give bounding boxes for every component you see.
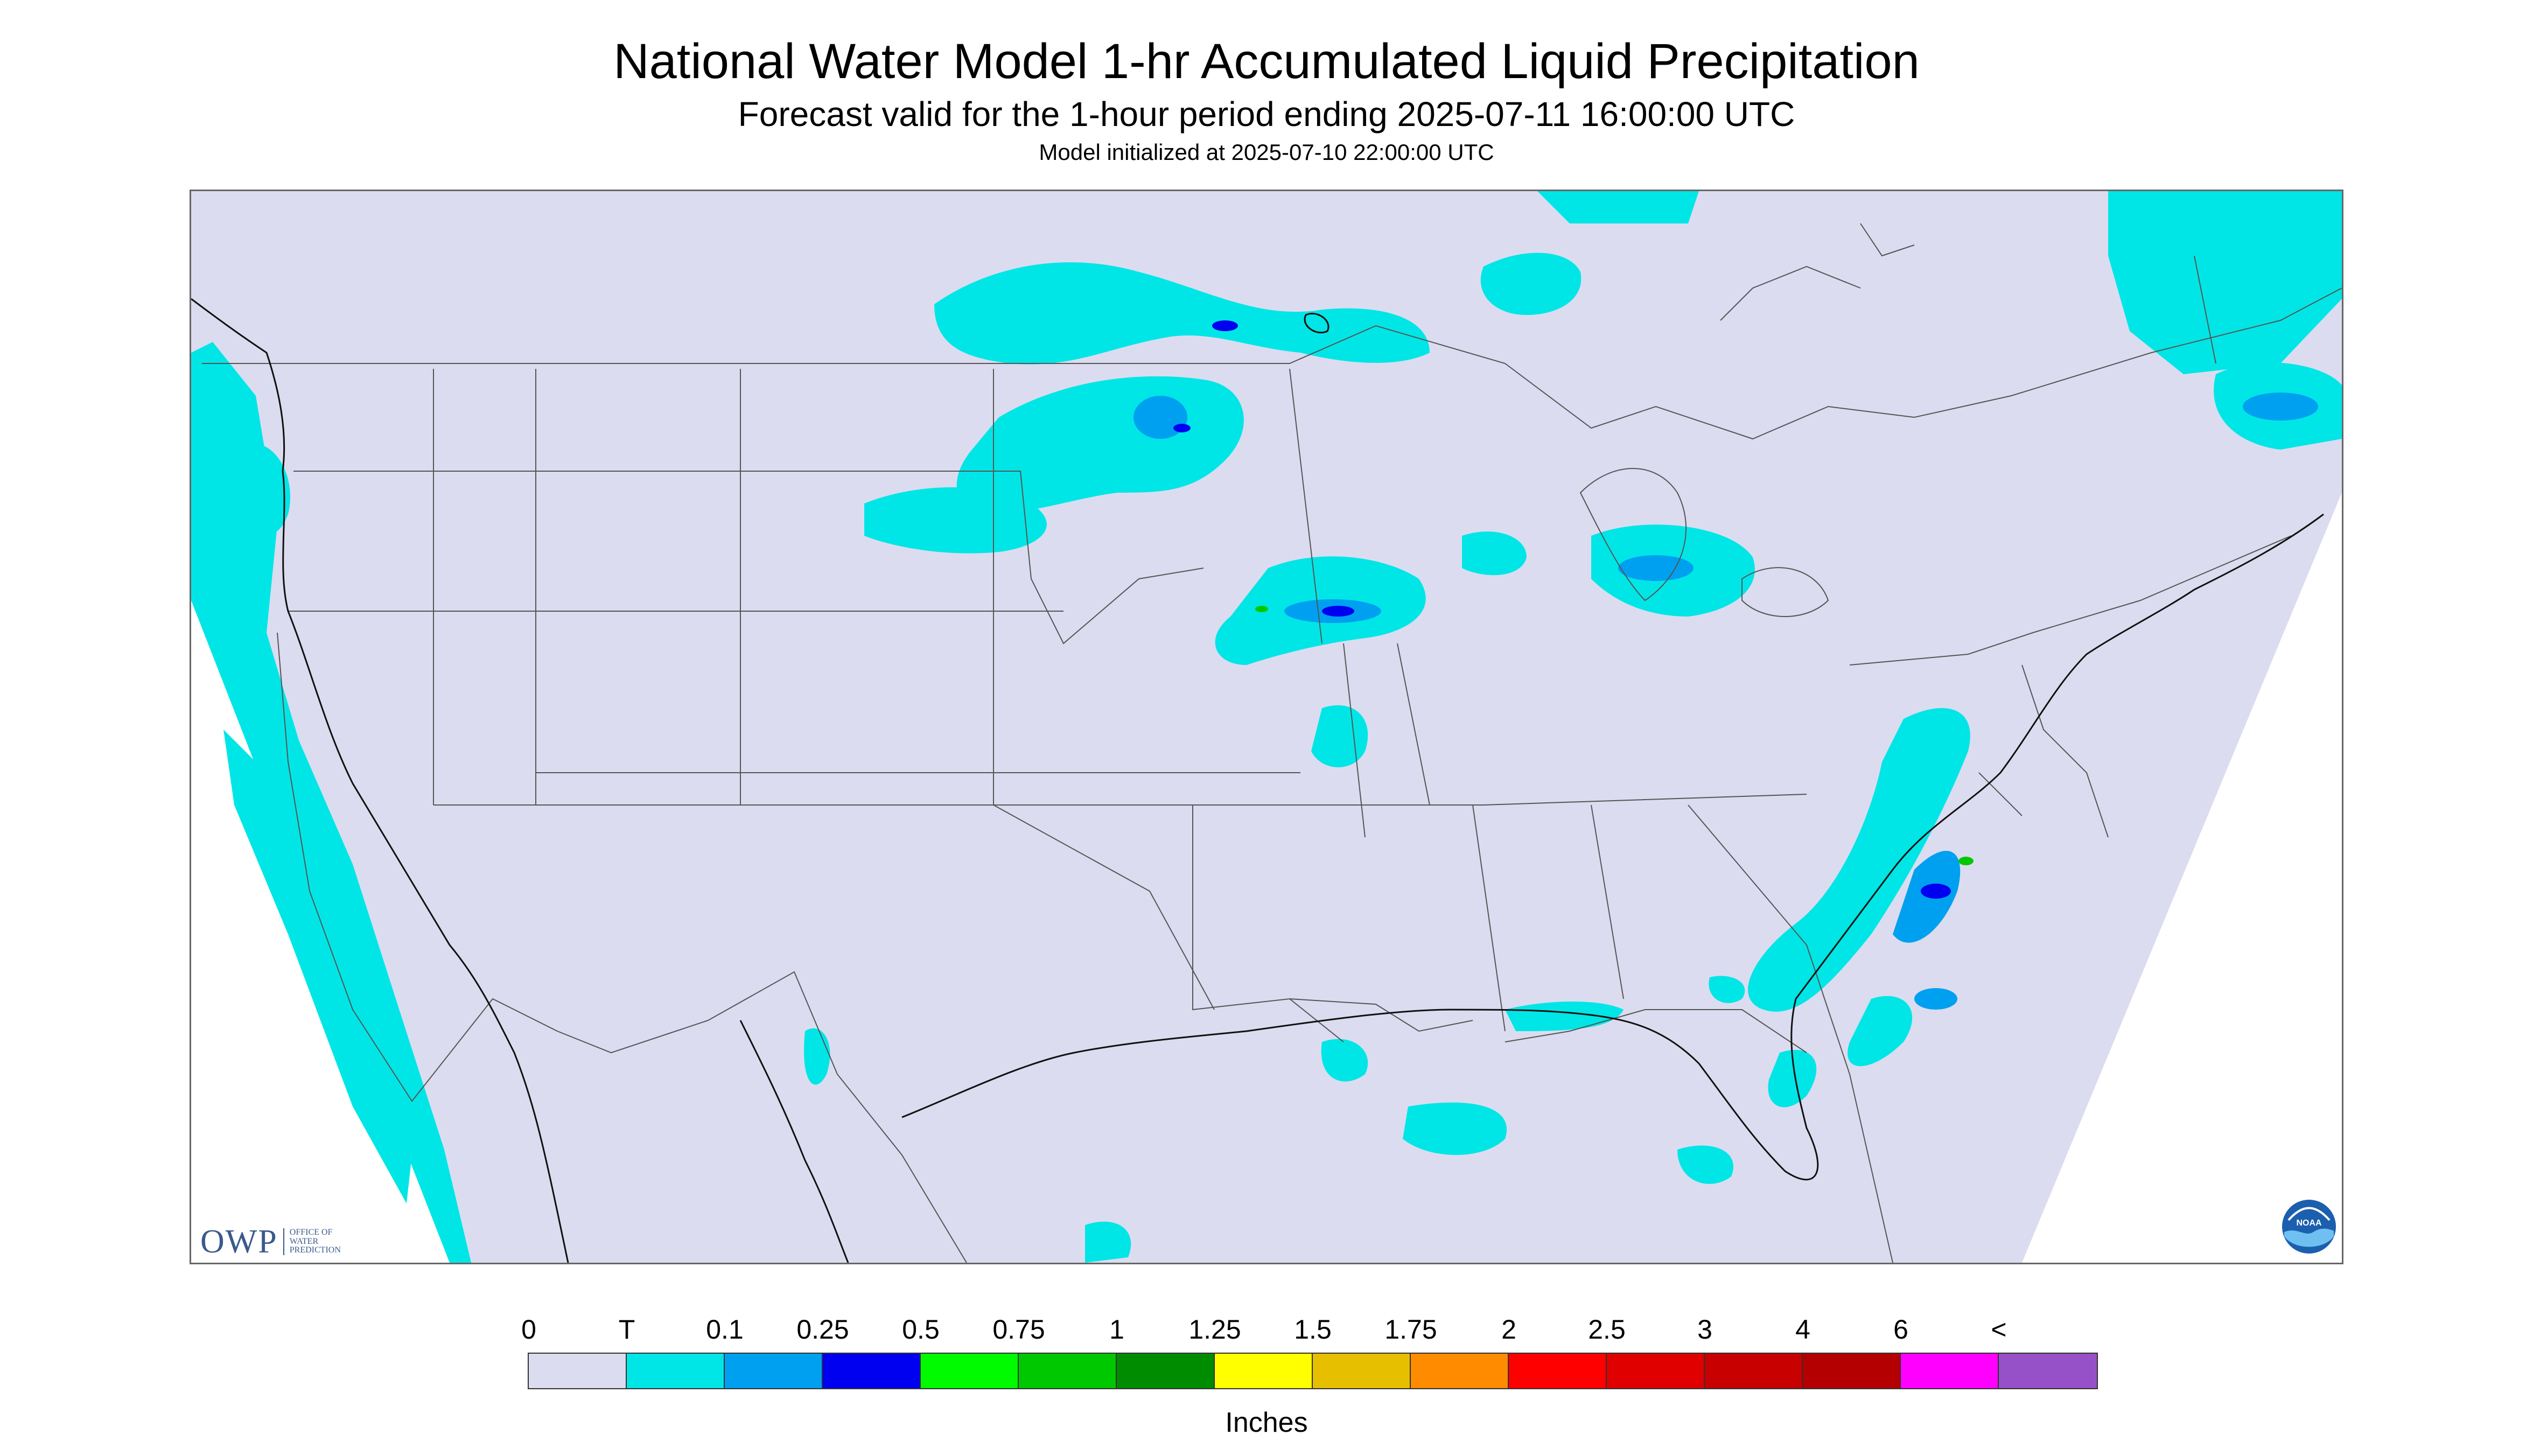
noaa-logo: NOAA: [2282, 1200, 2336, 1254]
legend-swatch: [1607, 1354, 1705, 1388]
legend-swatch: [1313, 1354, 1411, 1388]
legend-swatch: [725, 1354, 823, 1388]
legend-label: 1.25: [1188, 1314, 1241, 1345]
legend-label: 1: [1109, 1314, 1124, 1345]
legend-swatch: [1215, 1354, 1313, 1388]
legend-label: 0: [521, 1314, 536, 1345]
owp-logo-subtext: OFFICE OF WATER PREDICTION: [283, 1228, 354, 1256]
legend-swatch: [823, 1354, 921, 1388]
forecast-valid-subtitle: Forecast valid for the 1-hour period end…: [738, 95, 1795, 134]
noaa-logo-text: NOAA: [2296, 1219, 2322, 1228]
legend-label: 1.5: [1294, 1314, 1332, 1345]
legend-label: 2: [1501, 1314, 1516, 1345]
map-title: National Water Model 1-hr Accumulated Li…: [613, 34, 1920, 89]
legend-label: 6: [1893, 1314, 1908, 1345]
legend-swatch: [1705, 1354, 1803, 1388]
legend-swatch: [1411, 1354, 1509, 1388]
precip-light-cores: [1133, 393, 2318, 1010]
map-canvas: [191, 191, 2342, 1263]
legend-label: 3: [1697, 1314, 1712, 1345]
owp-logo-text: OWP: [200, 1223, 278, 1260]
legend-label: 0.25: [796, 1314, 849, 1345]
model-init-text: Model initialized at 2025-07-10 22:00:00…: [1039, 139, 1494, 165]
legend: 0 T 0.1 0.25 0.5 0.75 1 1.25 1.5 1.75 2 2.5 3 4 6 <: [521, 1314, 2098, 1389]
legend-label: 2.5: [1588, 1314, 1626, 1345]
legend-label: 0.1: [706, 1314, 744, 1345]
owp-logo: OWP OFFICE OF WATER PREDICTION: [200, 1222, 354, 1261]
precip-pacific: [191, 342, 471, 1263]
legend-swatch: [1901, 1354, 1999, 1388]
precip-southeast: [804, 708, 1970, 1263]
legend-swatch: [529, 1354, 627, 1388]
legend-label: <: [1991, 1314, 2007, 1345]
legend-swatch: [627, 1354, 725, 1388]
legend-swatch: [921, 1354, 1019, 1388]
coastlines: [191, 298, 2324, 1263]
legend-swatch: [1803, 1354, 1901, 1388]
legend-swatch: [1999, 1354, 2097, 1388]
legend-label: T: [618, 1314, 635, 1345]
legend-colorbar: [528, 1353, 2098, 1389]
model-domain: [191, 191, 2342, 1263]
legend-label: 0.75: [992, 1314, 1045, 1345]
precip-moderate-cells: [1173, 320, 1951, 899]
legend-swatch: [1019, 1354, 1117, 1388]
legend-swatch: [1117, 1354, 1215, 1388]
legend-swatch: [1509, 1354, 1607, 1388]
political-boundaries: [202, 223, 2342, 1263]
precipitation-map: [190, 190, 2343, 1264]
legend-labels: 0 T 0.1 0.25 0.5 0.75 1 1.25 1.5 1.75 2 2.5 3 4 6 <: [521, 1314, 2014, 1346]
legend-label: 4: [1795, 1314, 1810, 1345]
legend-label: 0.5: [902, 1314, 940, 1345]
legend-units: Inches: [1225, 1407, 1308, 1438]
legend-label: 1.75: [1384, 1314, 1437, 1345]
precip-heavy-cells: [1255, 606, 1974, 865]
